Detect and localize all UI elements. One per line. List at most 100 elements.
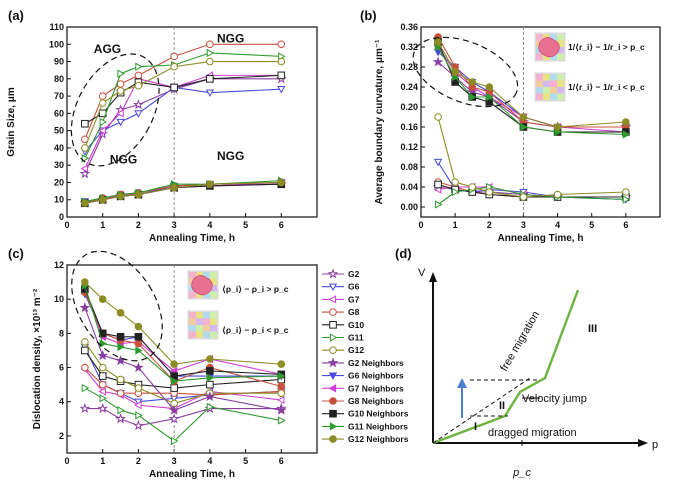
- legend-row-g8-neighbors: G8 Neighbors: [322, 396, 404, 406]
- legend-grain: [210, 318, 217, 325]
- y-tick-label: 110: [49, 22, 64, 32]
- data-point: [81, 144, 89, 152]
- data-point: [81, 338, 89, 346]
- series-g7: [433, 182, 629, 202]
- data-point: [115, 355, 126, 366]
- data-point: [171, 377, 179, 386]
- series-g12-neighbors: [81, 178, 286, 207]
- data-point: [97, 402, 108, 414]
- data-point: [206, 380, 214, 389]
- label-region-ii: II: [499, 400, 505, 412]
- data-point: [276, 395, 285, 405]
- data-point: [81, 199, 89, 207]
- legend-label: G6 Neighbors: [348, 371, 404, 381]
- legend-grain: [543, 53, 550, 60]
- legend-grain: [203, 291, 210, 298]
- x-tick-label: 3: [521, 220, 526, 230]
- data-point: [206, 367, 214, 375]
- data-point: [451, 178, 459, 186]
- data-point: [116, 389, 125, 397]
- data-point: [434, 180, 442, 189]
- label-dragged-migration: dragged migration: [488, 427, 577, 439]
- y-tick-label: 90: [54, 57, 64, 67]
- x-tick-label: 5: [589, 220, 594, 230]
- guide-dragged: [432, 377, 531, 444]
- data-point: [469, 92, 477, 102]
- y-tick-label: 8: [59, 328, 64, 338]
- legend-grain: [550, 74, 557, 81]
- data-point: [79, 402, 91, 414]
- data-point: [98, 363, 107, 372]
- series-g12-neighbors: [434, 38, 630, 131]
- y-tick-label: 0.36: [400, 22, 418, 32]
- x-tick-label: 2: [136, 456, 141, 466]
- series-g2-neighbors: [79, 302, 287, 415]
- legend-label: G11: [348, 333, 364, 343]
- data-point: [116, 375, 125, 384]
- series-g10: [81, 346, 286, 392]
- x-tick-label: 1: [100, 220, 105, 230]
- legend-c-agg-swatch: [187, 270, 219, 300]
- data-point: [99, 339, 108, 348]
- legend-grain: [189, 318, 196, 325]
- legend-grain: [189, 312, 196, 319]
- data-point: [168, 413, 180, 424]
- data-point: [134, 332, 143, 341]
- legend-grain: [557, 80, 564, 87]
- series-g12: [434, 113, 630, 201]
- data-point: [206, 57, 214, 66]
- x-tick-label: 4: [555, 220, 560, 230]
- legend-label: G7 Neighbors: [348, 383, 404, 393]
- y-tick-label: 10: [54, 294, 64, 304]
- velocity-curve: [432, 289, 580, 445]
- p-axis-arrow: [638, 439, 648, 447]
- legend-grain: [557, 47, 564, 54]
- legend-marker: [329, 333, 338, 342]
- legend-label: G11 Neighbors: [348, 421, 408, 431]
- label-region-iii: III: [588, 323, 597, 335]
- data-point: [622, 188, 630, 196]
- legend-grain: [550, 80, 557, 87]
- agg-ellipse: [70, 53, 160, 167]
- data-point: [170, 360, 178, 368]
- data-point: [98, 387, 106, 396]
- data-point: [553, 190, 562, 199]
- series-line: [84, 60, 282, 149]
- legend-label: G8: [348, 307, 360, 317]
- data-point: [276, 404, 287, 415]
- legend-grain: [536, 34, 543, 41]
- series-g2: [79, 402, 287, 431]
- legend-row-g2-neighbors: G2 Neighbors: [322, 357, 404, 368]
- data-point: [97, 350, 108, 361]
- series-line: [437, 116, 626, 198]
- y-tick-label: 0: [59, 212, 64, 222]
- legend-grain: [203, 318, 210, 325]
- data-point: [98, 380, 107, 389]
- data-point: [485, 188, 494, 196]
- legend-grain: [557, 93, 564, 100]
- annotation-ngg-bottom-left: NGG: [110, 152, 137, 166]
- p-axis-label: p: [652, 439, 658, 451]
- data-point: [81, 383, 90, 393]
- legend-grain: [210, 285, 217, 292]
- data-point: [622, 130, 631, 139]
- data-point: [170, 52, 178, 61]
- data-point: [134, 322, 143, 331]
- y-tick-label: 0.24: [400, 82, 418, 92]
- x-tick-label: 5: [243, 456, 248, 466]
- legend-label: G10 Neighbors: [348, 409, 409, 419]
- x-tick-label: 3: [172, 220, 177, 230]
- data-point: [81, 154, 90, 163]
- legend-grain: [196, 291, 203, 298]
- data-point: [206, 355, 214, 363]
- data-point: [204, 390, 216, 402]
- legend-marker: [327, 268, 339, 279]
- plot-frame: [420, 26, 661, 218]
- x-tick-label: 0: [64, 456, 69, 466]
- legend-big-grain: [538, 37, 560, 58]
- legend-grain: [203, 312, 210, 319]
- data-point: [468, 183, 477, 191]
- legend-marker: [328, 295, 337, 304]
- data-point: [98, 126, 106, 135]
- series-line: [84, 281, 282, 365]
